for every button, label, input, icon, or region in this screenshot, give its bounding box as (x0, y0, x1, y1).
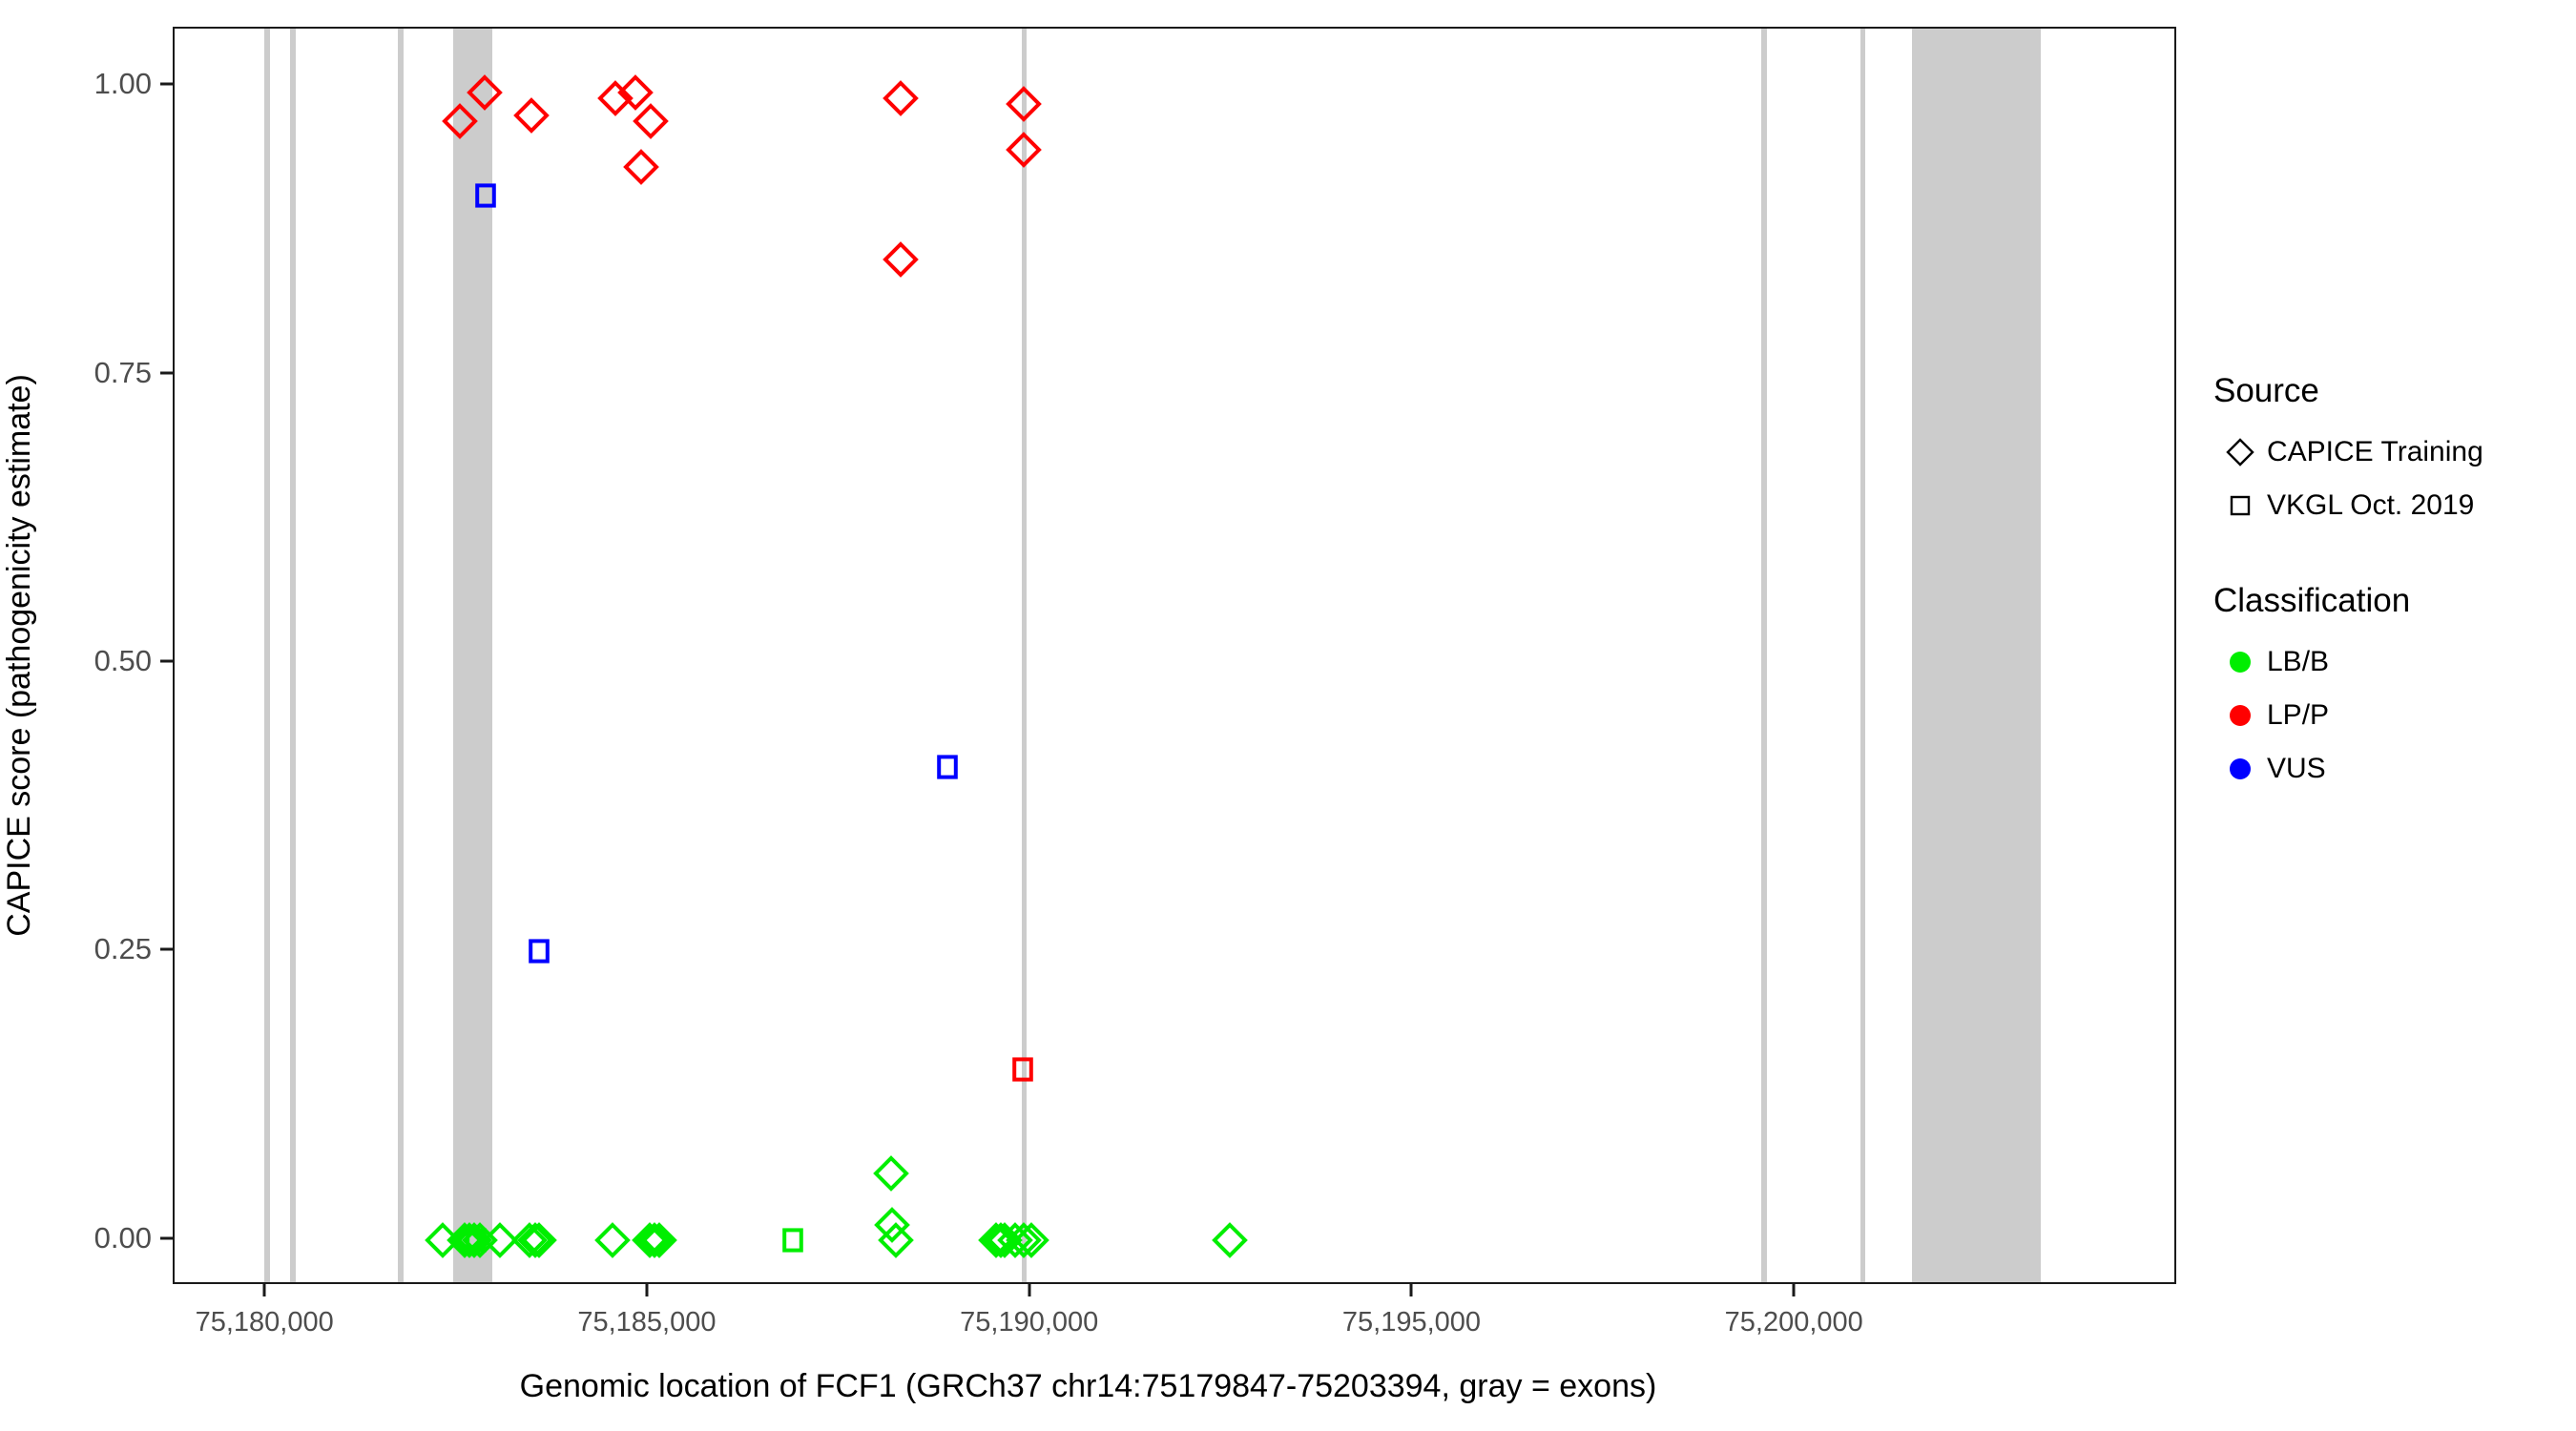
data-point-square (528, 939, 550, 964)
x-tick-label: 75,195,000 (1341, 1307, 1482, 1338)
exon-band (398, 29, 404, 1282)
data-point-diamond (877, 1221, 914, 1258)
y-tick-mark (160, 659, 173, 663)
plot-area (175, 29, 2174, 1282)
legend-item[interactable]: LB/B (2213, 635, 2566, 689)
y-tick-label: 1.00 (93, 67, 152, 101)
y-tick-mark (160, 1236, 173, 1240)
x-tick-mark (1409, 1284, 1413, 1296)
exon-band (1022, 29, 1028, 1282)
data-point-square (475, 183, 497, 208)
data-point-diamond (631, 1221, 668, 1258)
legend-item[interactable]: VKGL Oct. 2019 (2213, 479, 2566, 532)
data-point-diamond (623, 149, 659, 185)
data-point-diamond (516, 1221, 553, 1258)
data-point-square (781, 1228, 803, 1253)
exon-band (1859, 29, 1866, 1282)
legend-item-label: LB/B (2267, 646, 2330, 677)
y-tick-mark (160, 82, 173, 86)
data-point-diamond (442, 102, 478, 139)
x-tick-label: 75,200,000 (1724, 1307, 1863, 1338)
circle-filled-icon (2213, 650, 2267, 674)
data-point-diamond (617, 73, 654, 111)
data-point-diamond (594, 1221, 632, 1258)
data-point-diamond (997, 1221, 1033, 1258)
data-point-diamond (513, 96, 551, 134)
circle-filled-icon (2213, 757, 2267, 781)
x-tick-label: 75,190,000 (960, 1307, 1099, 1338)
data-point-diamond (446, 1221, 483, 1258)
data-point-diamond (636, 1221, 674, 1258)
data-point-diamond (633, 102, 670, 139)
x-tick-label: 75,180,000 (195, 1307, 334, 1338)
data-point-diamond (597, 79, 634, 116)
exon-band (452, 29, 492, 1282)
data-point-diamond (873, 1207, 910, 1243)
x-tick-mark (1792, 1284, 1796, 1296)
data-point-square (466, 1228, 487, 1253)
data-point-diamond (450, 1221, 488, 1258)
data-point-square (1012, 1057, 1033, 1082)
legend: Source CAPICE Training VKGL Oct. 2019 Class… (2213, 372, 2566, 796)
x-tick-mark (1028, 1284, 1031, 1296)
y-tick-label: 0.25 (93, 932, 152, 966)
data-point-diamond (466, 73, 503, 111)
plot-panel (173, 27, 2176, 1284)
x-tick-mark (262, 1284, 266, 1296)
x-axis-title: Genomic location of FCF1 (GRCh37 chr14:7… (519, 1368, 1657, 1404)
data-point-square (936, 755, 958, 779)
exon-band (1761, 29, 1767, 1282)
data-point-diamond (641, 1221, 677, 1258)
x-tick-mark (645, 1284, 649, 1296)
legend-item[interactable]: VUS (2213, 742, 2566, 796)
exon-band (1912, 29, 2041, 1282)
data-point-diamond (1005, 85, 1042, 122)
y-tick-label: 0.75 (93, 355, 152, 389)
data-point-diamond (521, 1221, 558, 1258)
circle-filled-icon (2213, 703, 2267, 728)
exon-band (263, 29, 271, 1282)
y-axis-title: CAPICE score (pathogenicity estimate) (1, 374, 37, 937)
data-point-diamond (873, 1154, 909, 1192)
x-tick-label: 75,185,000 (577, 1307, 717, 1338)
data-point-diamond (883, 240, 920, 278)
legend-item[interactable]: LP/P (2213, 689, 2566, 742)
legend-group-gap (2213, 532, 2566, 582)
data-point-diamond (1005, 1221, 1042, 1258)
data-point-diamond (1005, 132, 1042, 168)
legend-title-source: Source (2213, 372, 2319, 409)
data-point-diamond (1212, 1221, 1248, 1258)
square-outline-icon (2213, 495, 2267, 516)
y-tick-mark (160, 371, 173, 375)
diamond-outline-icon (2213, 438, 2267, 467)
legend-item-label: VKGL Oct. 2019 (2267, 489, 2475, 521)
y-tick-label: 0.50 (93, 644, 152, 678)
data-point-diamond (511, 1221, 548, 1258)
legend-item[interactable]: CAPICE Training (2213, 425, 2566, 479)
legend-item-label: CAPICE Training (2267, 436, 2483, 467)
exon-band (290, 29, 297, 1282)
legend-item-label: LP/P (2267, 699, 2330, 731)
data-point-diamond (883, 79, 920, 116)
data-point-diamond (481, 1221, 518, 1258)
y-tick-label: 0.00 (93, 1220, 152, 1255)
data-point-diamond (1012, 1221, 1049, 1258)
legend-item-label: VUS (2267, 753, 2326, 784)
y-tick-mark (160, 947, 173, 951)
legend-title-classification: Classification (2213, 582, 2411, 619)
